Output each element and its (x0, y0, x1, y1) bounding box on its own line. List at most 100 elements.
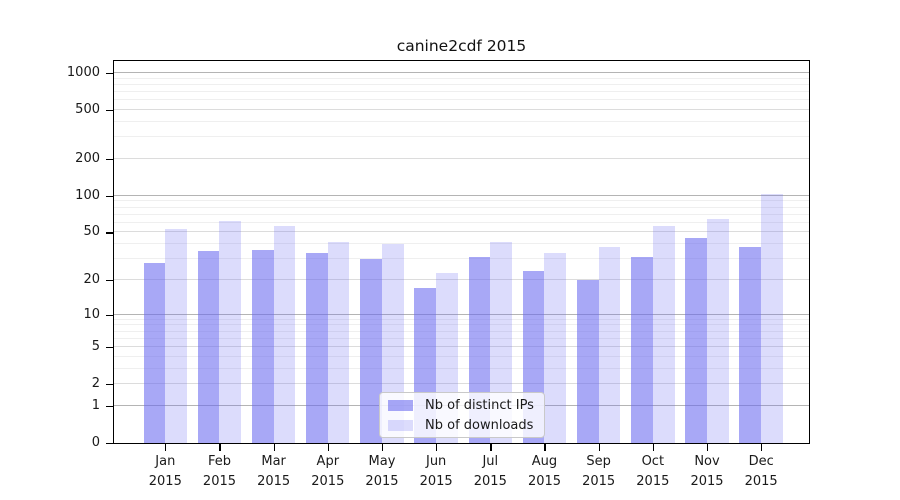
x-tick-mark (544, 444, 546, 451)
x-tick-month: Feb (207, 454, 231, 469)
x-tick-mark (707, 444, 709, 451)
x-tick-year: 2015 (419, 474, 453, 489)
minor-gridline (114, 367, 809, 369)
y-tick-mark (106, 73, 113, 75)
y-tick-mark (106, 195, 113, 198)
gridline (114, 158, 809, 160)
y-tick-label: 500 (75, 102, 100, 118)
legend: Nb of distinct IPs Nb of downloads (379, 392, 545, 438)
x-tick-month: Jun (425, 454, 447, 469)
major-gridline (114, 313, 809, 315)
x-tick-year: 2015 (690, 474, 724, 489)
bar-downloads (652, 225, 675, 443)
minor-gridline (114, 77, 809, 79)
legend-swatch-distinct-ips (388, 399, 413, 411)
legend-label: Nb of distinct IPs (425, 397, 534, 413)
gridline (114, 231, 809, 233)
major-gridline (114, 72, 809, 74)
bar-downloads (598, 246, 621, 443)
x-tick-month: Apr (316, 454, 340, 469)
x-tick-month: Jan (155, 454, 176, 469)
y-tick-label: 5 (91, 339, 100, 355)
y-tick-label: 10 (83, 306, 100, 322)
y-tick-label: 50 (83, 224, 100, 240)
x-tick-label: Dec 2015 (731, 452, 791, 492)
gridline (114, 278, 809, 280)
bar-distinct-ips (739, 246, 762, 443)
x-tick-label: Oct 2015 (623, 452, 683, 492)
y-tick-label: 20 (83, 271, 100, 287)
x-tick-mark (761, 444, 763, 451)
x-tick-label: Jul 2015 (460, 452, 520, 492)
x-tick-label: Jan 2015 (135, 452, 195, 492)
minor-gridline (114, 337, 809, 339)
minor-gridline (114, 206, 809, 208)
bar-distinct-ips (685, 238, 707, 443)
x-tick-year: 2015 (311, 474, 345, 489)
x-tick-mark (165, 444, 167, 451)
minor-gridline (114, 136, 809, 138)
minor-gridline (114, 318, 809, 320)
minor-gridline (114, 258, 809, 260)
x-tick-label: Apr 2015 (298, 452, 358, 492)
x-tick-label: Sep 2015 (569, 452, 629, 492)
x-tick-mark (490, 444, 492, 451)
minor-gridline (114, 83, 809, 85)
y-tick-mark (106, 110, 113, 112)
bar-distinct-ips (576, 280, 599, 443)
gridline (114, 383, 809, 385)
bar-distinct-ips (143, 262, 166, 443)
minor-gridline (114, 200, 809, 202)
x-tick-mark (219, 444, 221, 451)
x-tick-label: Mar 2015 (244, 452, 304, 492)
x-tick-year: 2015 (582, 474, 616, 489)
x-tick-year: 2015 (148, 474, 182, 489)
y-tick-mark (106, 279, 113, 282)
y-tick-mark (106, 314, 113, 316)
gridline (114, 109, 809, 111)
x-tick-label: Nov 2015 (677, 452, 737, 492)
x-tick-month: Sep (586, 454, 611, 469)
x-tick-year: 2015 (257, 474, 291, 489)
x-tick-year: 2015 (365, 474, 399, 489)
x-tick-year: 2015 (202, 474, 237, 489)
x-tick-month: Nov (694, 454, 720, 469)
y-tick-label: 100 (75, 187, 100, 203)
x-tick-label: Aug 2015 (514, 452, 574, 492)
x-tick-year: 2015 (744, 474, 778, 489)
y-tick-mark (106, 443, 113, 445)
minor-gridline (114, 99, 809, 101)
bar-distinct-ips (197, 251, 220, 443)
bar-downloads (219, 221, 242, 443)
bar-distinct-ips (251, 249, 274, 443)
minor-gridline (114, 324, 809, 326)
x-tick-year: 2015 (527, 474, 562, 489)
y-tick-label: 1 (91, 397, 100, 413)
minor-gridline (114, 213, 809, 215)
bar-downloads (273, 225, 296, 443)
minor-gridline (114, 355, 809, 357)
minor-gridline (114, 243, 809, 245)
minor-gridline (114, 91, 809, 93)
legend-swatch-downloads (388, 419, 413, 431)
y-tick-mark (106, 384, 113, 386)
legend-label: Nb of downloads (425, 417, 534, 433)
x-tick-mark (327, 444, 329, 451)
minor-gridline (114, 330, 809, 332)
legend-row: Nb of distinct IPs (380, 397, 544, 413)
y-tick-mark (106, 232, 113, 234)
x-tick-label: Feb 2015 (189, 452, 249, 492)
y-tick-label: 200 (75, 151, 100, 167)
chart-title: canine2cdf 2015 (396, 37, 527, 55)
bar-downloads (544, 252, 567, 443)
y-tick-label: 0 (91, 435, 100, 450)
y-tick-label: 2 (91, 376, 100, 392)
x-tick-month: Mar (261, 454, 286, 469)
x-tick-mark (273, 444, 275, 451)
bar-distinct-ips (360, 259, 382, 443)
bar-distinct-ips (631, 257, 653, 443)
legend-row: Nb of downloads (380, 417, 544, 433)
x-tick-mark (598, 444, 600, 451)
x-tick-label: May 2015 (352, 452, 412, 492)
